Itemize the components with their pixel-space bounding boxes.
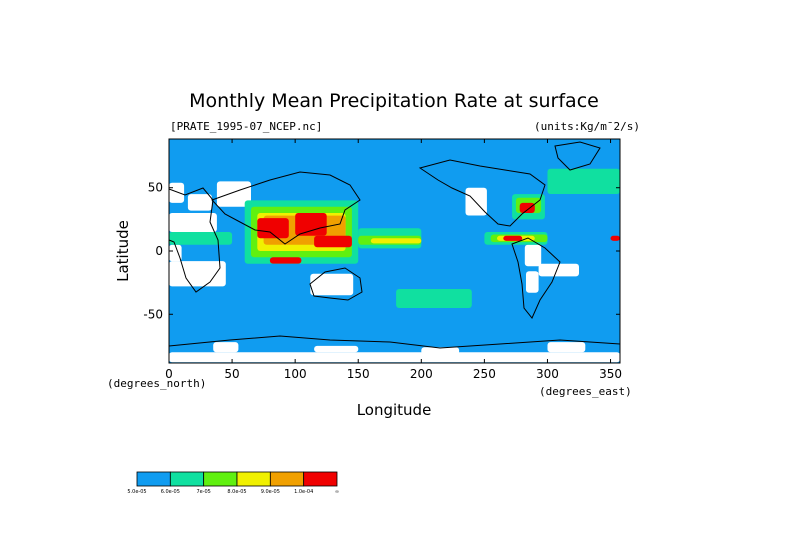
x-tick-label-200: 200 (410, 367, 433, 381)
coastlines (168, 141, 621, 349)
coastline-south-america (511, 237, 561, 319)
coastline-antarctica (168, 335, 621, 349)
precip-region-35 (503, 235, 523, 241)
x-tick-label-250: 250 (473, 367, 496, 381)
precip-region-6 (310, 273, 354, 296)
precip-region-1 (187, 194, 212, 211)
precip-region-36 (519, 202, 535, 213)
colorbar-swatch-3 (236, 471, 271, 487)
precip-region-3 (169, 213, 217, 232)
colorbar: 5.0e-05 6.0e-05 7e-05 8.0e-05 9.0e-05 1.0e-04… (127, 471, 339, 495)
precip-region-10 (538, 263, 579, 277)
y-unit-label: (degrees_north) (107, 377, 206, 390)
y-tick-label--50: -50 (143, 307, 163, 321)
precip-region-9 (526, 271, 539, 293)
precip-region-37 (610, 235, 620, 241)
precip-region-32 (295, 213, 327, 236)
precip-region-15 (547, 342, 586, 353)
x-axis-ticks: 0 50 100 150 200 250 300 350 (165, 139, 622, 381)
precip-region-20 (547, 168, 620, 194)
coastline-north-america (418, 159, 546, 227)
coastline-greenland (554, 141, 601, 171)
x-tick-label-300: 300 (536, 367, 559, 381)
precip-region-12 (213, 342, 239, 353)
precip-region-28 (370, 238, 422, 244)
colorbar-label-2: 7e-05 (196, 489, 210, 495)
y-tick-label-50: 50 (148, 181, 163, 195)
precip-region-34 (269, 257, 302, 264)
x-tick-label-0: 0 (165, 367, 173, 381)
y-tick-label-0: 0 (155, 244, 163, 258)
colorbar-label-0: 5.0e-05 (127, 489, 146, 495)
ocean-background (169, 139, 620, 363)
precip-region-31 (257, 218, 289, 239)
chart-title: Monthly Mean Precipitation Rate at surfa… (189, 90, 599, 112)
colorbar-swatch-0 (136, 471, 171, 487)
colorbar-swatch-2 (203, 471, 238, 487)
x-tick-label-100: 100 (284, 367, 307, 381)
colorbar-swatch-4 (269, 471, 305, 487)
precip-region-22 (169, 232, 233, 245)
precip-region-2 (216, 181, 251, 207)
precip-region-13 (314, 345, 359, 353)
precip-region-4 (169, 244, 182, 262)
map-plot-area (168, 138, 621, 364)
y-axis-title: Latitude (114, 220, 132, 282)
colorbar-label-6: ∞ (335, 489, 339, 495)
file-label: [PRATE_1995-07_NCEP.nc] (170, 120, 322, 133)
x-tick-label-350: 350 (599, 367, 622, 381)
colorbar-label-4: 9.0e-05 (261, 489, 280, 495)
precip-region-11 (169, 352, 620, 363)
colorbar-label-5: 1.0e-04 (294, 489, 313, 495)
precipitation-field (169, 168, 620, 363)
x-tick-label-150: 150 (347, 367, 370, 381)
units-label: (units:Kg/m¯2/s) (534, 120, 640, 133)
x-unit-label: (degrees_east) (539, 385, 632, 398)
precip-region-8 (524, 244, 542, 267)
colorbar-label-3: 8.0e-05 (227, 489, 246, 495)
colorbar-swatch-5 (303, 471, 338, 487)
colorbar-swatch-1 (169, 471, 205, 487)
x-axis-title: Longitude (357, 401, 432, 419)
coastline-africa-europe (168, 187, 221, 293)
precip-region-33 (314, 235, 352, 248)
precip-region-0 (169, 182, 185, 203)
y-axis-ticks: 50 0 -50 (143, 181, 620, 321)
coastline-asia (211, 171, 361, 245)
x-tick-label-50: 50 (224, 367, 239, 381)
precip-region-14 (421, 347, 460, 355)
coastline-australia (309, 267, 363, 301)
precip-region-21 (396, 289, 472, 308)
precip-region-5 (169, 261, 226, 287)
colorbar-label-1: 6.0e-05 (161, 489, 180, 495)
